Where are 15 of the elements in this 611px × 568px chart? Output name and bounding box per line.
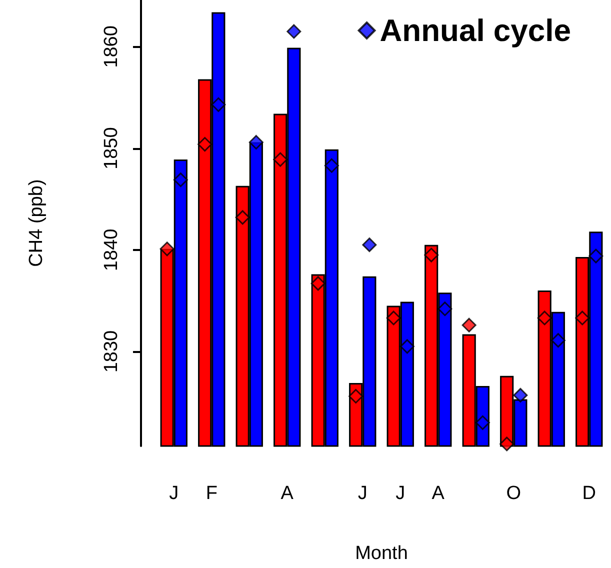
x-tick-label: O: [506, 483, 522, 504]
x-tick-label: J: [396, 483, 406, 504]
x-tick-label: J: [358, 483, 368, 504]
x-tick-label: F: [206, 483, 218, 504]
x-tick-label: A: [280, 483, 294, 504]
y-axis-title: CH4 (ppb): [26, 179, 47, 267]
y-tick-label: 1830: [101, 330, 122, 373]
legend-label: Annual cycle: [380, 13, 572, 48]
x-tick-label: J: [169, 483, 179, 504]
y-tick-label: 1860: [101, 26, 122, 68]
y-tick-label: 1850: [101, 127, 122, 170]
x-axis-title: Month: [355, 543, 408, 564]
y-tick-label: 1840: [101, 228, 122, 272]
x-tick-label: A: [432, 483, 445, 504]
x-tick-label: D: [582, 483, 596, 504]
